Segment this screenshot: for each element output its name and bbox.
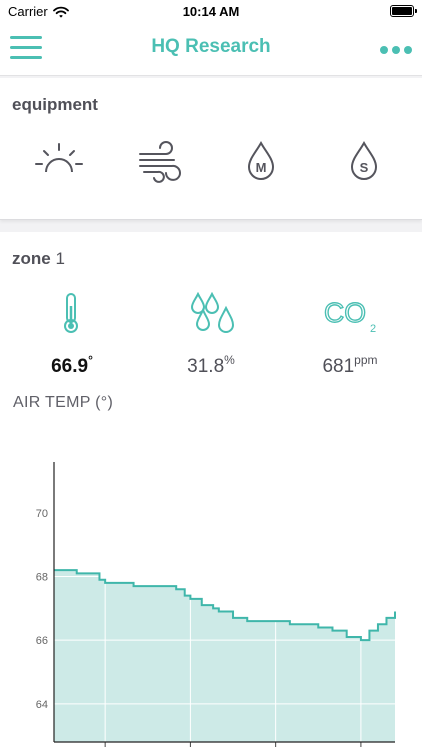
humidity-unit: % [224, 353, 235, 367]
humidity-value: 31.8% [187, 353, 235, 377]
zone-number: 1 [55, 249, 65, 268]
chart-y-tick: 66 [36, 635, 48, 647]
wifi-icon [52, 6, 69, 18]
clock: 10:14 AM [182, 4, 240, 19]
chart-y-tick: 70 [36, 508, 48, 520]
carrier: Carrier [8, 4, 69, 19]
chart-y-tick: 64 [36, 699, 48, 711]
carrier-label: Carrier [8, 4, 48, 19]
thermometer-icon [58, 292, 84, 334]
page-title: HQ Research [151, 36, 271, 57]
sunrise-icon[interactable] [34, 140, 84, 184]
chart-area [54, 570, 395, 742]
wind-icon[interactable] [136, 140, 186, 184]
co2-subscript: 2 [370, 323, 376, 334]
drop-s-letter: S [360, 160, 369, 175]
co2-symbol: CO [324, 297, 366, 328]
equipment-title: equipment [12, 95, 98, 114]
drop-m-icon[interactable]: M [236, 140, 286, 184]
air-temp-chart[interactable]: 64666870Wed 0403 AM06 AM09 AM [0, 442, 422, 750]
co2-icon: CO 2 [323, 292, 384, 335]
chart-series-line [54, 569, 396, 642]
equipment-card: equipment M S [0, 78, 422, 220]
co2-value: 681ppm [322, 353, 378, 377]
co2-unit: ppm [354, 353, 378, 367]
battery-icon [390, 5, 417, 17]
status-bar: Carrier 10:14 AM [0, 0, 422, 22]
zone-title: zone 1 [12, 249, 65, 269]
drop-m-letter: M [256, 160, 267, 175]
zone-card: zone 1 CO 2 66.9° 31.8% 681ppm AIR TEMP … [0, 232, 422, 750]
chart-y-tick: 68 [36, 572, 48, 584]
droplets-icon [186, 291, 236, 334]
temperature-unit: ° [88, 353, 93, 367]
nav-bar: HQ Research [0, 22, 422, 76]
hamburger-menu-icon[interactable] [10, 36, 42, 60]
zone-label: zone [12, 249, 51, 268]
temperature-value: 66.9° [51, 353, 93, 377]
drop-s-icon[interactable]: S [339, 140, 389, 184]
chart-title: AIR TEMP (°) [13, 394, 114, 411]
more-options-icon[interactable] [380, 46, 412, 54]
